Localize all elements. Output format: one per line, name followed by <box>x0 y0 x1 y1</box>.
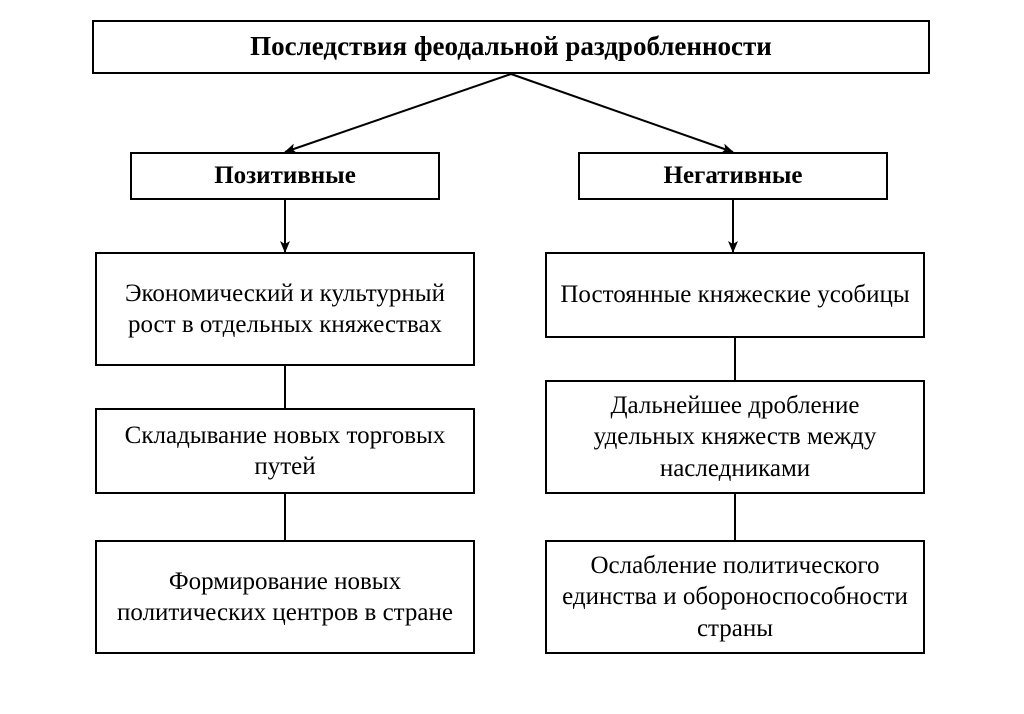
positive-item-2: Складывание новых торговых путей <box>95 408 475 494</box>
branch-negative: Негативные <box>578 152 888 200</box>
negative-item-2: Дальнейшее дробление удельных княжеств м… <box>545 380 925 494</box>
root-box: Последствия феодальной раздробленности <box>92 20 930 74</box>
branch-positive: Позитивные <box>130 152 440 200</box>
n2-label: Дальнейшее дробление удельных княжеств м… <box>557 390 913 484</box>
positive-item-3: Формирование новых политических центров … <box>95 540 475 654</box>
n1-label: Постоянные княжеские усобицы <box>560 279 909 310</box>
positive-item-1: Экономический и культурный рост в отдель… <box>95 252 475 366</box>
p1-label: Экономический и культурный рост в отдель… <box>107 278 463 341</box>
n3-label: Ослабление политического единства и обор… <box>557 550 913 644</box>
positive-label: Позитивные <box>214 160 356 191</box>
p2-label: Складывание новых торговых путей <box>107 420 463 483</box>
negative-label: Негативные <box>664 160 803 191</box>
diagram-canvas: Последствия феодальной раздробленности П… <box>0 0 1024 714</box>
negative-item-3: Ослабление политического единства и обор… <box>545 540 925 654</box>
p3-label: Формирование новых политических центров … <box>107 566 463 629</box>
negative-item-1: Постоянные княжеские усобицы <box>545 252 925 338</box>
root-label: Последствия феодальной раздробленности <box>250 30 772 64</box>
